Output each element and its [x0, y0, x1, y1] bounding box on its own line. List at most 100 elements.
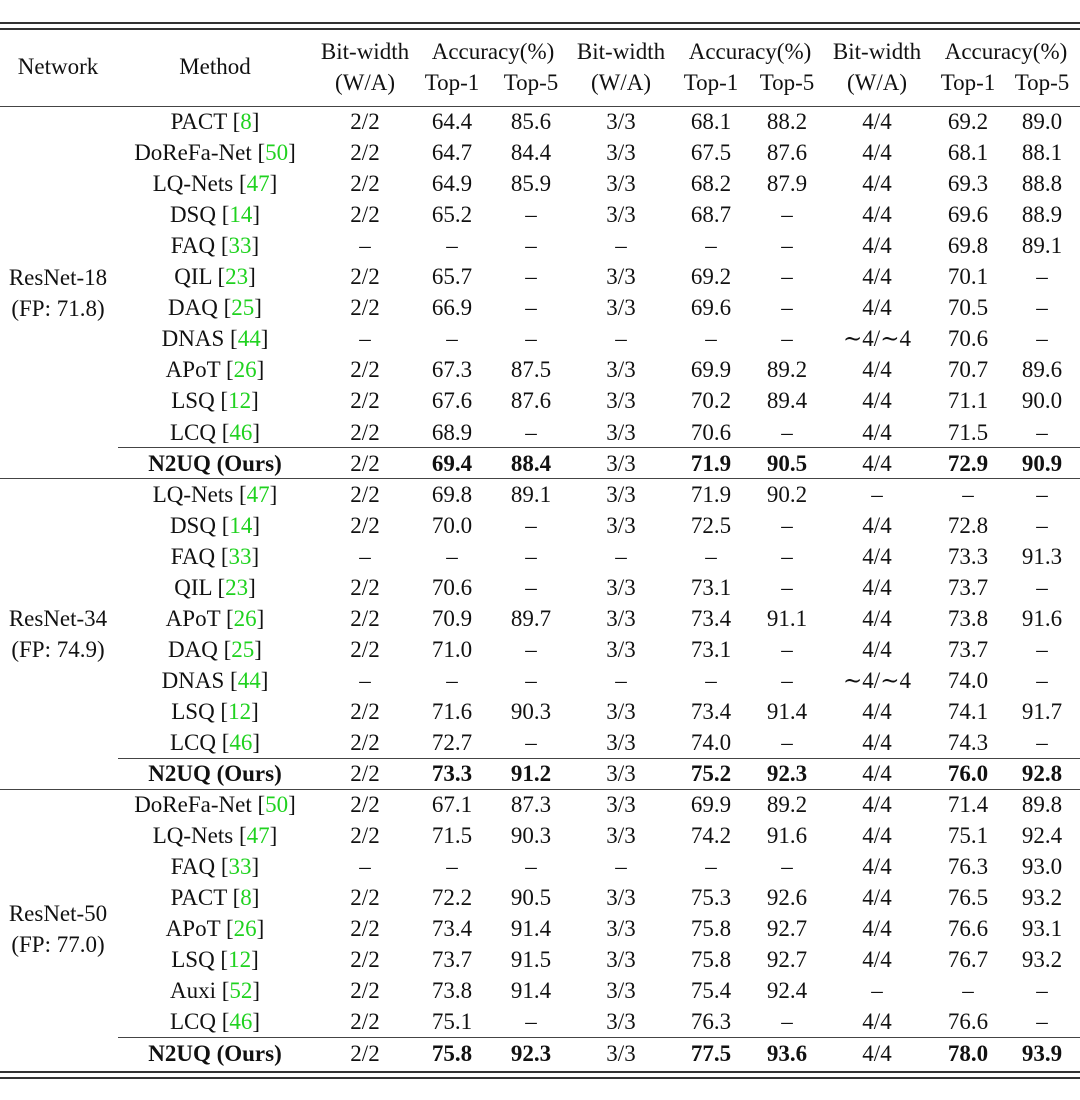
- method-cell: DSQ [14]: [169, 202, 261, 228]
- bitwidth-cell: 4/4: [862, 171, 892, 197]
- accuracy-cell: 71.4: [947, 792, 989, 818]
- accuracy-cell: –: [781, 574, 793, 600]
- citation-link[interactable]: 47: [246, 823, 270, 849]
- header-wa-3: (W/A): [590, 70, 652, 95]
- bitwidth-cell: 2/2: [350, 295, 380, 321]
- bitwidth-cell: 2/2: [350, 605, 380, 631]
- accuracy-cell: 68.1: [947, 140, 989, 166]
- bitwidth-cell: 3/3: [606, 419, 636, 445]
- accuracy-cell: 70.6: [690, 419, 732, 445]
- citation-link[interactable]: 26: [233, 916, 257, 942]
- citation-link[interactable]: 25: [231, 636, 255, 662]
- accuracy-cell: –: [1036, 978, 1048, 1004]
- bitwidth-cell: 4/4: [862, 357, 892, 383]
- accuracy-cell: 89.2: [766, 357, 808, 383]
- citation-link[interactable]: 33: [228, 543, 252, 569]
- citation-link[interactable]: 33: [228, 854, 252, 880]
- accuracy-cell: 91.3: [1021, 543, 1063, 569]
- header-accuracy-2: Accuracy(%): [431, 39, 555, 64]
- bitwidth-cell: 2/2: [350, 916, 380, 942]
- accuracy-cell: 71.1: [947, 388, 989, 414]
- citation-link[interactable]: 8: [240, 109, 252, 134]
- bitwidth-cell: 2/2: [350, 1009, 380, 1035]
- accuracy-cell: 70.5: [947, 295, 989, 321]
- accuracy-cell: 74.3: [947, 730, 989, 755]
- accuracy-cell: 92.4: [766, 978, 808, 1004]
- bitwidth-cell: 3/3: [606, 512, 636, 538]
- citation-link[interactable]: 12: [228, 388, 252, 414]
- citation-link[interactable]: 25: [231, 295, 255, 321]
- header-top5-3: Top-5: [759, 70, 815, 95]
- citation-link[interactable]: 23: [225, 264, 249, 290]
- accuracy-cell: –: [781, 667, 793, 693]
- bitwidth-cell: 2/2: [350, 202, 380, 228]
- accuracy-cell: 75.2: [690, 761, 732, 787]
- citation-link[interactable]: 50: [265, 792, 289, 818]
- accuracy-cell: 92.7: [766, 916, 808, 942]
- accuracy-cell: –: [525, 574, 537, 600]
- accuracy-cell: 73.7: [431, 947, 473, 973]
- citation-link[interactable]: 23: [225, 574, 249, 600]
- network-label: ResNet-34 (FP: 74.9): [9, 603, 107, 665]
- citation-link[interactable]: 46: [229, 730, 253, 755]
- bottom-rule-outer: [0, 1077, 1080, 1079]
- method-name: DoReFa-Net: [134, 140, 252, 166]
- accuracy-cell: 89.6: [1021, 357, 1063, 383]
- method-name: FAQ: [170, 854, 216, 880]
- method-name: DNAS: [161, 326, 225, 352]
- accuracy-cell: 71.0: [431, 636, 473, 662]
- citation-link[interactable]: 47: [246, 481, 270, 507]
- bitwidth-cell: 4/4: [862, 140, 892, 166]
- accuracy-cell: –: [1036, 419, 1048, 445]
- citation-link[interactable]: 12: [228, 698, 252, 724]
- bitwidth-cell: 3/3: [606, 823, 636, 849]
- bitwidth-cell: –: [615, 326, 627, 352]
- method-cell: LCQ [46]: [169, 419, 261, 445]
- bitwidth-cell: 4/4: [862, 916, 892, 942]
- citation-link[interactable]: 50: [265, 140, 289, 166]
- accuracy-cell: 87.3: [510, 792, 552, 818]
- accuracy-cell: 73.3: [947, 543, 989, 569]
- accuracy-cell: 72.8: [947, 512, 989, 538]
- bitwidth-cell: 3/3: [606, 605, 636, 631]
- method-cell: PACT [8]: [170, 109, 260, 134]
- citation-link[interactable]: 8: [240, 885, 252, 911]
- header-top1-3: Top-1: [683, 70, 739, 95]
- citation-link[interactable]: 33: [228, 233, 252, 259]
- bitwidth-cell: 3/3: [606, 140, 636, 166]
- citation-link[interactable]: 52: [229, 978, 253, 1004]
- accuracy-cell: 91.4: [766, 698, 808, 724]
- accuracy-cell: 70.2: [690, 388, 732, 414]
- citation-link[interactable]: 47: [246, 171, 270, 197]
- bitwidth-cell: 4/4: [862, 636, 892, 662]
- citation-link[interactable]: 26: [233, 357, 257, 383]
- bitwidth-cell: 4/4: [862, 605, 892, 631]
- accuracy-cell: –: [525, 233, 537, 259]
- accuracy-cell: 65.7: [431, 264, 473, 290]
- method-cell: FAQ [33]: [170, 543, 260, 569]
- citation-link[interactable]: 14: [229, 202, 253, 228]
- citation-link[interactable]: 46: [229, 419, 253, 445]
- bitwidth-cell: 3/3: [606, 109, 636, 134]
- bitwidth-cell: 3/3: [606, 978, 636, 1004]
- citation-link[interactable]: 14: [229, 512, 253, 538]
- network-name: ResNet-50: [8, 901, 108, 927]
- accuracy-cell: 74.0: [947, 667, 989, 693]
- bitwidth-cell: 4/4: [862, 388, 892, 414]
- method-name: Auxi: [169, 978, 216, 1004]
- accuracy-cell: 87.6: [766, 140, 808, 166]
- accuracy-cell: –: [525, 512, 537, 538]
- accuracy-cell: –: [446, 233, 458, 259]
- bitwidth-cell: 2/2: [350, 419, 380, 445]
- method-cell: APoT [26]: [165, 605, 265, 631]
- accuracy-cell: –: [525, 636, 537, 662]
- accuracy-cell: 88.4: [510, 450, 552, 476]
- citation-link[interactable]: 44: [237, 667, 261, 693]
- citation-link[interactable]: 44: [237, 326, 261, 352]
- citation-link[interactable]: 26: [233, 605, 257, 631]
- bitwidth-cell: 4/4: [862, 574, 892, 600]
- bitwidth-cell: 4/4: [862, 202, 892, 228]
- citation-link[interactable]: 46: [229, 1009, 253, 1035]
- citation-link[interactable]: 12: [228, 947, 252, 973]
- accuracy-cell: 91.6: [1021, 605, 1063, 631]
